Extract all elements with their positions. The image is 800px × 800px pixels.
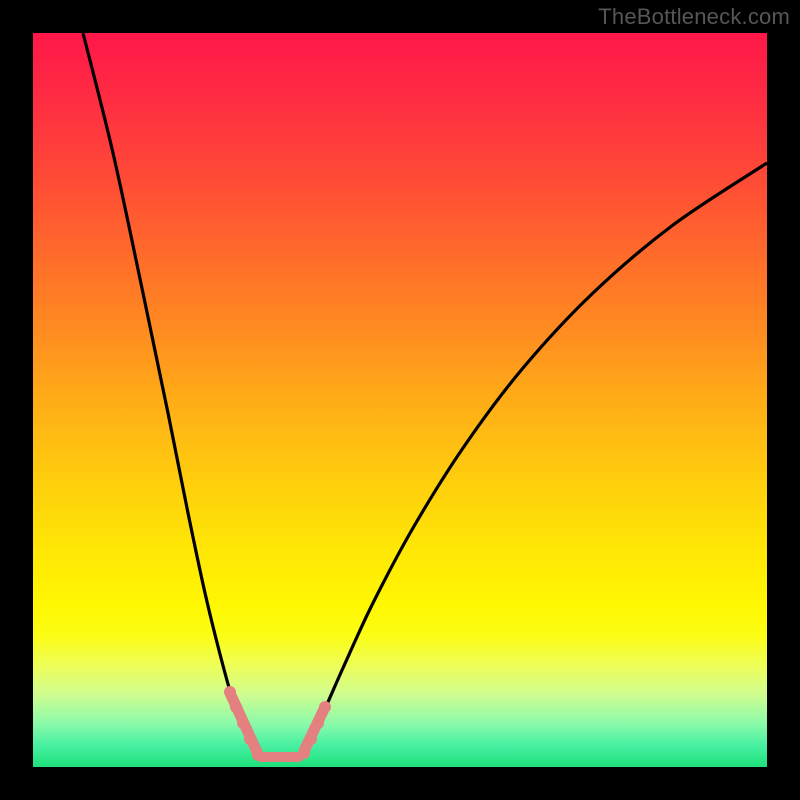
- marker-dot: [237, 717, 249, 729]
- right-marker-strip: [304, 707, 325, 751]
- bottleneck-curve-left: [83, 33, 263, 757]
- marker-dots: [224, 686, 331, 761]
- marker-dot: [319, 701, 331, 713]
- bottleneck-curve-right: [298, 163, 767, 757]
- marker-dot: [305, 733, 317, 745]
- marker-dot: [224, 686, 236, 698]
- chart-container: TheBottleneck.com: [0, 0, 800, 800]
- marker-dot: [230, 701, 242, 713]
- marker-dot: [312, 717, 324, 729]
- curve-overlay: [33, 33, 767, 767]
- watermark-text: TheBottleneck.com: [598, 4, 790, 30]
- marker-dot: [244, 733, 256, 745]
- plot-area: [33, 33, 767, 767]
- marker-dot: [298, 747, 310, 759]
- marker-dot: [252, 749, 264, 761]
